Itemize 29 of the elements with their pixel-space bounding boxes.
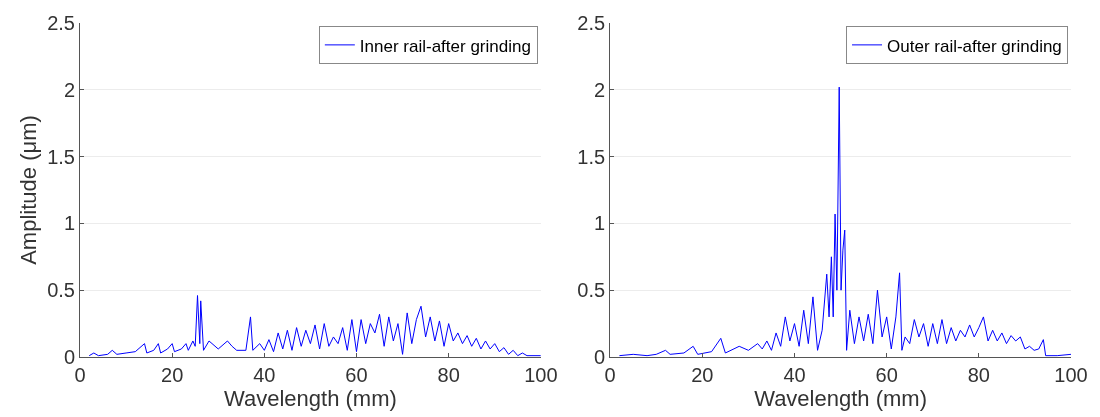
- x-tick-label: 60: [345, 364, 368, 386]
- x-tick-label: 100: [524, 364, 558, 386]
- line-series: [88, 295, 541, 357]
- y-tick-label: 1: [63, 212, 75, 235]
- x-tick-label: 80: [967, 364, 990, 386]
- line-series: [618, 86, 1071, 357]
- y-tick-label: 0.5: [47, 279, 75, 302]
- y-tick-label: 1.5: [577, 145, 606, 168]
- y-tick-label: 2.5: [47, 12, 75, 34]
- y-tick-label: 1.5: [47, 145, 75, 168]
- y-tick-label: 2: [63, 78, 75, 101]
- y-tick-label: 2.5: [577, 12, 606, 34]
- y-tick-label: 0: [594, 346, 606, 368]
- y-tick-label: 0.5: [577, 279, 606, 302]
- x-axis-title: Wavelength (mm): [754, 386, 927, 411]
- y-axis-title: Amplitude (μm): [15, 115, 41, 265]
- x-tick-label: 40: [783, 364, 806, 386]
- legend-label: Outer rail-after grinding: [887, 36, 1062, 56]
- x-tick-label: 20: [691, 364, 714, 386]
- x-tick-label: 80: [437, 364, 460, 386]
- legend-label: Inner rail-after grinding: [359, 36, 531, 56]
- x-tick-label: 60: [875, 364, 898, 386]
- x-tick-label: 40: [253, 364, 276, 386]
- y-tick-label: 2: [594, 78, 606, 101]
- y-tick-label: 1: [594, 212, 606, 235]
- x-tick-label: 100: [1054, 364, 1088, 386]
- x-axis-title: Wavelength (mm): [224, 386, 397, 411]
- y-tick-label: 0: [63, 346, 75, 368]
- x-tick-label: 20: [161, 364, 184, 386]
